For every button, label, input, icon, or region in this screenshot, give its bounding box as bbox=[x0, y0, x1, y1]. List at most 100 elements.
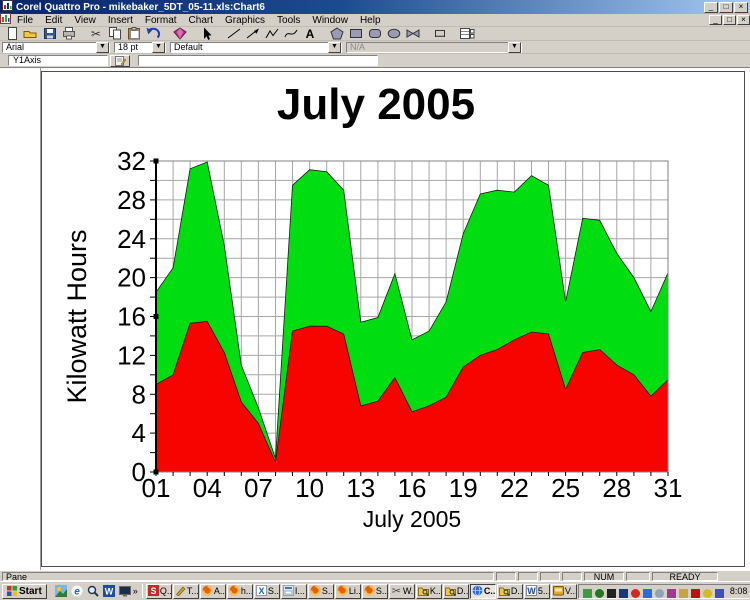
chart-document-icon[interactable] bbox=[0, 13, 11, 27]
taskbar-button[interactable]: T... bbox=[172, 583, 199, 599]
taskbar-button[interactable]: K... bbox=[415, 583, 442, 599]
data-sheet-button[interactable] bbox=[457, 27, 476, 41]
taskbar-button[interactable]: ✂W... bbox=[388, 583, 415, 599]
freeform-button[interactable] bbox=[403, 27, 422, 41]
tray-icon[interactable] bbox=[582, 586, 593, 598]
svg-text:e: e bbox=[74, 587, 80, 598]
paste-button[interactable] bbox=[124, 27, 143, 41]
menu-file[interactable]: File bbox=[17, 14, 34, 26]
quick-launch-overflow-chevron[interactable]: » bbox=[132, 586, 138, 596]
line-button[interactable] bbox=[224, 27, 243, 41]
polygon-button[interactable] bbox=[327, 27, 346, 41]
taskbar-button[interactable]: V... bbox=[550, 583, 577, 599]
new-button[interactable] bbox=[2, 27, 21, 41]
ellipse-button[interactable] bbox=[384, 27, 403, 41]
tray-icon[interactable] bbox=[606, 586, 617, 598]
menu-window[interactable]: Window bbox=[312, 14, 348, 26]
taskbar-button[interactable]: D... bbox=[496, 583, 523, 599]
tray-icon[interactable] bbox=[702, 586, 713, 598]
taskbar-button[interactable]: D... bbox=[442, 583, 469, 599]
undo-button[interactable] bbox=[143, 27, 162, 41]
rounded-rectangle-button[interactable] bbox=[365, 27, 384, 41]
tray-glyph bbox=[642, 588, 652, 598]
quicklaunch-wp-icon[interactable]: W bbox=[102, 584, 116, 598]
series-red-area[interactable] bbox=[155, 320, 669, 473]
menu-chart[interactable]: Chart bbox=[188, 14, 213, 26]
selection-handle[interactable] bbox=[153, 158, 159, 164]
quickchart-button[interactable] bbox=[170, 27, 189, 41]
tray-icon[interactable] bbox=[678, 586, 689, 598]
style-combobox[interactable]: Default ▼ bbox=[170, 41, 342, 53]
restore-button[interactable]: □ bbox=[719, 1, 733, 13]
scissors-icon: ✂ bbox=[392, 585, 401, 597]
menu-format[interactable]: Format bbox=[144, 14, 177, 26]
edit-object-button[interactable] bbox=[110, 54, 130, 67]
print-button[interactable] bbox=[59, 27, 78, 41]
menu-edit[interactable]: Edit bbox=[45, 14, 63, 26]
tray-icon[interactable] bbox=[666, 586, 677, 598]
tray-icon[interactable] bbox=[594, 586, 605, 598]
open-button[interactable] bbox=[21, 27, 40, 41]
taskbar-button[interactable]: S... bbox=[307, 583, 334, 599]
x-axis-title[interactable]: July 2005 bbox=[363, 506, 461, 532]
selected-object-field[interactable]: Y1Axis bbox=[8, 55, 108, 66]
tray-icon[interactable] bbox=[654, 586, 665, 598]
taskbar-button[interactable]: I... bbox=[280, 583, 307, 599]
taskbar-button[interactable]: A... bbox=[199, 583, 226, 599]
menu-tools[interactable]: Tools bbox=[277, 14, 301, 26]
menu-graphics[interactable]: Graphics bbox=[225, 14, 266, 26]
window-titlebar[interactable]: Corel Quattro Pro - mikebaker_5DT_05-11.… bbox=[0, 0, 750, 14]
quicklaunch-search-icon[interactable] bbox=[86, 584, 100, 598]
menu-insert[interactable]: Insert bbox=[107, 14, 133, 26]
tray-icon[interactable] bbox=[690, 586, 701, 598]
tray-icon[interactable] bbox=[642, 586, 653, 598]
quicklaunch-ie-icon[interactable]: e bbox=[70, 584, 84, 598]
selection-handle[interactable] bbox=[153, 314, 159, 319]
tray-icon[interactable] bbox=[630, 586, 641, 598]
pane-divider[interactable] bbox=[40, 68, 41, 570]
quicklaunch-desktop-icon[interactable] bbox=[118, 584, 132, 598]
arrow-line-button[interactable] bbox=[243, 27, 262, 41]
text-button[interactable]: A bbox=[300, 27, 319, 41]
font-name-combobox[interactable]: Arial ▼ bbox=[2, 41, 110, 53]
child-restore-button[interactable]: □ bbox=[723, 15, 736, 25]
chevron-down-icon[interactable]: ▼ bbox=[328, 41, 341, 53]
tray-icon[interactable] bbox=[618, 586, 629, 598]
minimize-button[interactable]: _ bbox=[704, 1, 718, 13]
rectangle-button[interactable] bbox=[346, 27, 365, 41]
taskbar-button-active[interactable]: C... bbox=[469, 583, 496, 599]
pen-icon bbox=[175, 585, 186, 598]
copy-button[interactable] bbox=[105, 27, 124, 41]
child-close-button[interactable]: × bbox=[737, 15, 750, 25]
chart-canvas[interactable]: July 2005 0 4 8 12 16 20 24 28 32 01 04 07 10 13 16 19 2… bbox=[41, 71, 745, 567]
polyline-button[interactable] bbox=[262, 27, 281, 41]
menu-view[interactable]: View bbox=[74, 14, 96, 26]
taskbar-button[interactable]: S... bbox=[361, 583, 388, 599]
close-button[interactable]: × bbox=[734, 1, 748, 13]
chevron-down-icon[interactable]: ▼ bbox=[152, 41, 165, 53]
save-button[interactable] bbox=[40, 27, 59, 41]
taskbar-button[interactable]: W 5... bbox=[523, 583, 550, 599]
chart-title[interactable]: July 2005 bbox=[276, 80, 476, 129]
cut-button[interactable]: ✂ bbox=[86, 27, 105, 41]
tray-icon[interactable] bbox=[714, 586, 725, 598]
pointer-button[interactable] bbox=[197, 27, 216, 41]
y-axis-title[interactable]: Kilowatt Hours bbox=[62, 229, 92, 403]
formula-input[interactable] bbox=[138, 55, 378, 66]
chevron-down-icon[interactable]: ▼ bbox=[96, 41, 109, 53]
font-size-combobox[interactable]: 18 pt ▼ bbox=[114, 41, 166, 53]
menu-help[interactable]: Help bbox=[359, 14, 381, 26]
taskbar-button[interactable]: Li... bbox=[334, 583, 361, 599]
taskbar-button[interactable]: h... bbox=[226, 583, 253, 599]
notepad-icon bbox=[115, 55, 126, 66]
start-button[interactable]: Start bbox=[2, 583, 47, 599]
freehand-button[interactable] bbox=[281, 27, 300, 41]
selection-handle[interactable] bbox=[153, 469, 159, 475]
push-button-button[interactable] bbox=[430, 27, 449, 41]
quicklaunch-photo-icon[interactable] bbox=[54, 584, 68, 598]
child-minimize-button[interactable]: _ bbox=[709, 15, 722, 25]
